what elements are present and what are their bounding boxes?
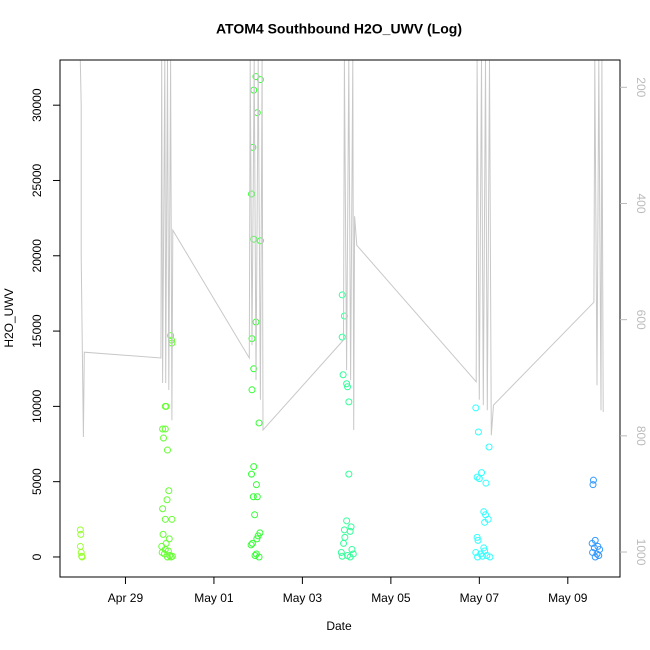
point (474, 428, 482, 436)
x-tick-label: May 05 (371, 591, 411, 605)
point (250, 365, 258, 373)
point (247, 541, 255, 549)
point (345, 398, 353, 406)
x-tick-label: May 09 (548, 591, 588, 605)
y-tick-label: 5000 (30, 468, 44, 495)
point (478, 469, 486, 477)
point (340, 539, 348, 547)
y2-tick-label: 200 (634, 77, 648, 97)
point (589, 476, 597, 484)
point (338, 552, 346, 560)
point (162, 402, 170, 410)
point (253, 493, 261, 501)
x-tick-label: Apr 29 (108, 591, 144, 605)
point (165, 487, 173, 495)
point (478, 552, 486, 560)
point (77, 548, 85, 556)
point (481, 518, 489, 526)
point (159, 505, 167, 513)
x-axis-label: Date (326, 619, 352, 633)
point (348, 545, 356, 553)
point (474, 536, 482, 544)
point (159, 425, 167, 433)
point (253, 109, 261, 117)
point (159, 530, 167, 538)
point (473, 533, 481, 541)
x-tick-label: May 07 (460, 591, 500, 605)
chart-title: ATOM4 Southbound H2O_UWV (Log) (216, 21, 462, 37)
point (168, 552, 176, 560)
y2-tick-label: 1000 (634, 539, 648, 566)
point (163, 446, 171, 454)
y2-tick-label: 600 (634, 310, 648, 330)
point (248, 470, 256, 478)
plot-area (76, 60, 604, 561)
point (167, 332, 175, 340)
point (77, 530, 85, 538)
point (345, 470, 353, 478)
line (79, 60, 604, 438)
point (76, 526, 84, 534)
point (485, 443, 493, 451)
point (78, 553, 86, 561)
point (346, 527, 354, 535)
point (161, 515, 169, 523)
point (339, 371, 347, 379)
point (168, 515, 176, 523)
x-tick-label: May 01 (194, 591, 234, 605)
point (595, 551, 603, 559)
point (76, 542, 84, 550)
point (591, 553, 599, 561)
point (480, 544, 488, 552)
y-axis-label: H2O_UWV (2, 288, 16, 347)
plot-frame (59, 59, 621, 578)
point (472, 404, 480, 412)
y-tick-label: 10000 (30, 389, 44, 423)
point (486, 553, 494, 561)
point (344, 383, 352, 391)
point (255, 553, 263, 561)
y2-tick-label: 400 (634, 193, 648, 213)
point (338, 333, 346, 341)
point (589, 481, 597, 489)
point (343, 380, 351, 388)
point (346, 553, 354, 561)
point (249, 493, 257, 501)
point (347, 523, 355, 531)
point (475, 475, 483, 483)
point (343, 517, 351, 525)
y-tick-label: 0 (30, 553, 44, 560)
point (256, 76, 264, 84)
point (161, 425, 169, 433)
point (248, 386, 256, 394)
y-tick-label: 25000 (30, 163, 44, 197)
point (338, 291, 346, 299)
point (252, 481, 260, 489)
y2-tick-label: 800 (634, 426, 648, 446)
point (251, 551, 259, 559)
y-tick-label: 20000 (30, 239, 44, 273)
point (250, 463, 258, 471)
point (167, 553, 175, 561)
point (482, 479, 490, 487)
point (253, 535, 261, 543)
point (472, 548, 480, 556)
point (251, 511, 259, 519)
point (163, 496, 171, 504)
point (340, 526, 348, 534)
point (474, 553, 482, 561)
y-tick-label: 15000 (30, 314, 44, 348)
x-tick-label: May 03 (283, 591, 323, 605)
point (160, 434, 168, 442)
point (248, 539, 256, 547)
point (162, 539, 170, 547)
y-tick-label: 30000 (30, 88, 44, 122)
point (341, 533, 349, 541)
point (337, 548, 345, 556)
point (255, 419, 263, 427)
point (163, 553, 171, 561)
